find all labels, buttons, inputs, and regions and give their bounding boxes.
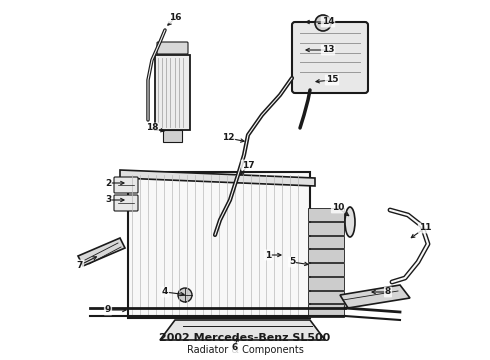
Bar [308, 222, 344, 234]
Text: 15: 15 [326, 76, 338, 85]
Text: 14: 14 [322, 18, 334, 27]
Text: 1: 1 [265, 251, 271, 260]
FancyBboxPatch shape [114, 177, 138, 193]
Bar [308, 304, 344, 317]
Circle shape [178, 288, 192, 302]
Text: 5: 5 [289, 257, 295, 266]
Bar [308, 208, 344, 221]
Text: 3: 3 [105, 195, 111, 204]
Text: 8: 8 [385, 288, 391, 297]
Text: Radiator & Components: Radiator & Components [187, 345, 303, 355]
Polygon shape [340, 285, 410, 308]
FancyBboxPatch shape [157, 42, 188, 54]
Bar [308, 277, 344, 289]
Text: 11: 11 [419, 224, 431, 233]
Text: 18: 18 [146, 123, 158, 132]
Text: 17: 17 [242, 161, 254, 170]
Bar [308, 249, 344, 262]
Text: 2: 2 [105, 179, 111, 188]
Text: 9: 9 [105, 306, 111, 315]
Text: 2002 Mercedes-Benz SL500: 2002 Mercedes-Benz SL500 [159, 333, 331, 343]
Polygon shape [120, 170, 315, 186]
Bar [308, 291, 344, 303]
FancyBboxPatch shape [114, 195, 138, 211]
Polygon shape [160, 320, 325, 340]
Bar [163, 130, 182, 142]
Text: 10: 10 [332, 203, 344, 212]
Ellipse shape [345, 207, 355, 237]
Polygon shape [78, 238, 125, 266]
Text: 16: 16 [169, 13, 181, 22]
Bar [155, 55, 190, 130]
Text: 4: 4 [162, 288, 168, 297]
Text: 13: 13 [322, 45, 334, 54]
Text: 6: 6 [232, 343, 238, 352]
Bar [308, 263, 344, 276]
Bar [308, 235, 344, 248]
Circle shape [315, 15, 331, 31]
Bar [128, 172, 310, 318]
FancyBboxPatch shape [292, 22, 368, 93]
Text: 7: 7 [77, 261, 83, 270]
Text: 12: 12 [222, 134, 234, 143]
